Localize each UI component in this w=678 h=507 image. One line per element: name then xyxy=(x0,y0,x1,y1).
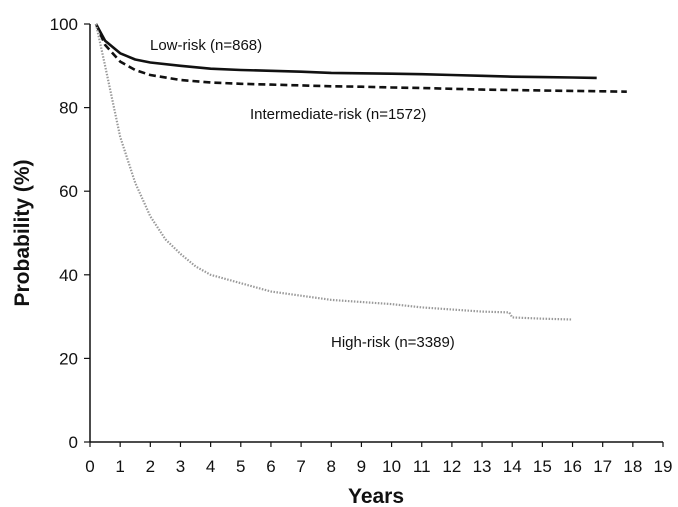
x-tick-label: 0 xyxy=(85,457,94,476)
x-tick-label: 3 xyxy=(176,457,185,476)
x-tick-label: 11 xyxy=(413,457,431,476)
y-tick-label: 60 xyxy=(59,182,78,201)
y-tick-label: 80 xyxy=(59,99,78,118)
series-lines xyxy=(94,23,627,321)
x-axis-ticks: 0 1 2 3 4 5 6 7 8 9 10 11 12 13 14 15 16 17 18 19 xyxy=(85,442,672,476)
y-axis-ticks: 0 20 40 60 80 100 xyxy=(50,15,90,452)
x-tick-label: 13 xyxy=(473,457,492,476)
series-label-intermediate-risk: Intermediate-risk (n=1572) xyxy=(250,106,426,123)
y-tick-label: 100 xyxy=(50,15,78,34)
high-risk-line xyxy=(94,23,573,321)
x-tick-label: 2 xyxy=(146,457,155,476)
x-tick-label: 7 xyxy=(296,457,305,476)
x-tick-label: 4 xyxy=(206,457,215,476)
x-tick-label: 16 xyxy=(563,457,582,476)
x-tick-label: 19 xyxy=(654,457,673,476)
y-tick-label: 20 xyxy=(59,349,78,368)
x-axis-title: Years xyxy=(348,485,404,507)
x-tick-label: 17 xyxy=(593,457,612,476)
y-tick-label: 40 xyxy=(59,266,78,285)
x-tick-label: 8 xyxy=(327,457,336,476)
x-tick-label: 1 xyxy=(115,457,124,476)
x-tick-label: 9 xyxy=(357,457,366,476)
x-tick-label: 10 xyxy=(382,457,401,476)
x-tick-label: 14 xyxy=(503,457,522,476)
series-label-high-risk: High-risk (n=3389) xyxy=(331,334,455,351)
x-tick-label: 18 xyxy=(623,457,642,476)
x-tick-label: 15 xyxy=(533,457,552,476)
y-tick-label: 0 xyxy=(69,433,78,452)
x-tick-label: 5 xyxy=(236,457,245,476)
series-label-low-risk: Low-risk (n=868) xyxy=(150,37,262,54)
y-axis-title: Probability (%) xyxy=(11,159,34,306)
intermediate-risk-line xyxy=(94,23,627,93)
x-tick-label: 6 xyxy=(266,457,275,476)
low-risk-line xyxy=(94,23,597,80)
x-tick-label: 12 xyxy=(442,457,461,476)
